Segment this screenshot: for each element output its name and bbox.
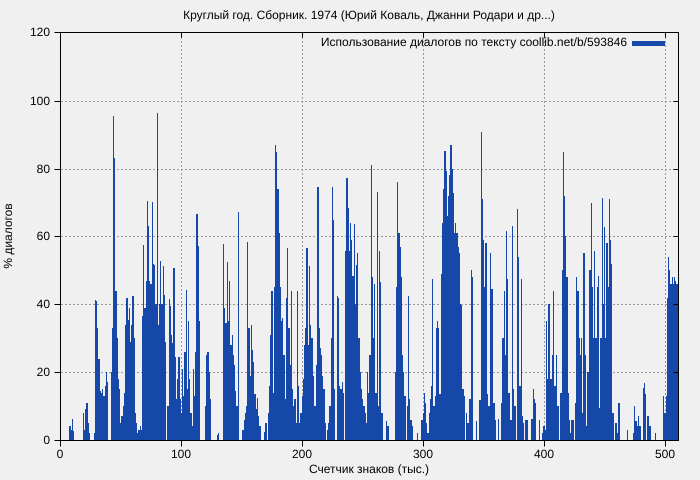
svg-text:120: 120	[30, 25, 50, 39]
svg-text:Круглый год. Сборник. 1974 (Юр: Круглый год. Сборник. 1974 (Юрий Коваль,…	[183, 8, 555, 22]
svg-text:300: 300	[413, 447, 433, 461]
svg-text:0: 0	[43, 433, 50, 447]
svg-text:500: 500	[655, 447, 675, 461]
svg-text:400: 400	[534, 447, 554, 461]
svg-text:200: 200	[292, 447, 312, 461]
svg-text:100: 100	[171, 447, 191, 461]
svg-text:Счетчик знаков (тыс.): Счетчик знаков (тыс.)	[309, 462, 429, 476]
svg-text:20: 20	[37, 365, 51, 379]
svg-text:40: 40	[37, 297, 51, 311]
svg-text:100: 100	[30, 94, 50, 108]
svg-text:Использование диалогов по текс: Использование диалогов по тексту coollib…	[321, 35, 627, 49]
svg-text:0: 0	[57, 447, 64, 461]
svg-text:60: 60	[37, 229, 51, 243]
svg-text:80: 80	[37, 162, 51, 176]
svg-text:% диалогов: % диалогов	[1, 203, 15, 268]
